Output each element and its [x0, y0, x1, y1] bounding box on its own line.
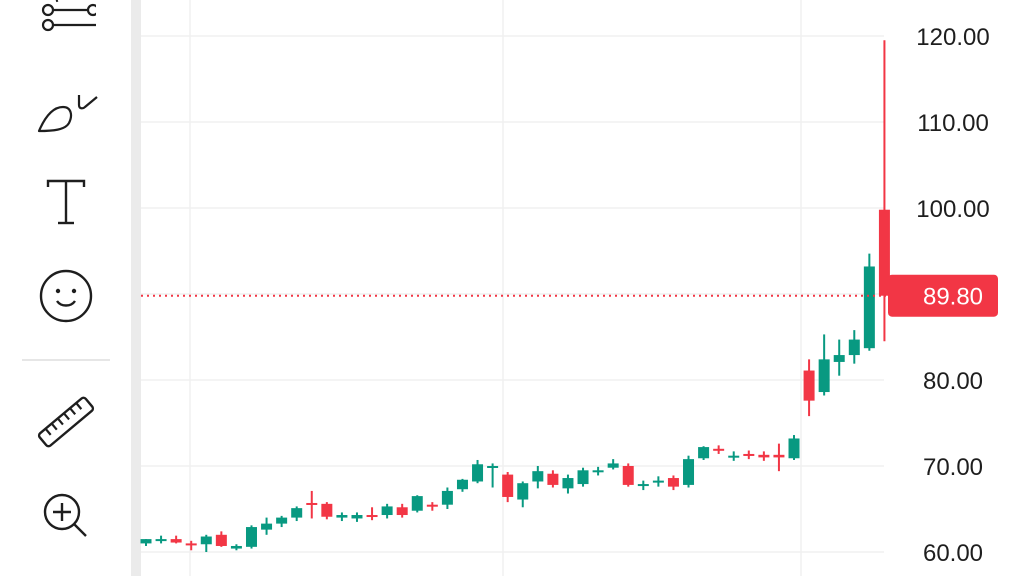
candle — [592, 466, 604, 476]
candle — [185, 540, 197, 551]
candles — [140, 40, 890, 552]
candle — [472, 459, 484, 484]
smiley-icon — [39, 269, 93, 323]
candle — [547, 470, 559, 488]
candle — [487, 463, 499, 488]
text-icon — [46, 179, 86, 225]
toolbar-separator[interactable] — [131, 0, 141, 576]
trend-line-tool-button[interactable] — [30, 0, 102, 48]
candle — [426, 502, 438, 511]
candle — [773, 443, 785, 472]
trend-line-icon — [41, 0, 96, 32]
last-price-tag: 89.80 — [888, 274, 998, 317]
candle — [562, 474, 574, 494]
drawing-toolbar — [0, 0, 131, 576]
candle — [291, 506, 303, 522]
emoji-tool-button[interactable] — [30, 266, 102, 326]
ruler-tool-button[interactable] — [30, 392, 102, 452]
candle — [456, 478, 468, 492]
candle — [803, 359, 815, 417]
zoom-in-icon — [43, 493, 87, 537]
candle — [502, 472, 514, 503]
brush-tool-button[interactable] — [30, 80, 102, 140]
candle — [607, 459, 619, 470]
candle — [366, 507, 378, 521]
price-axis[interactable]: 120.00 110.00 100.00 80.00 70.00 60.00 — [916, 24, 989, 567]
candle — [758, 451, 770, 461]
candle — [170, 535, 182, 544]
candle — [245, 525, 257, 549]
candle — [155, 535, 167, 544]
price-tick-label: 100.00 — [916, 196, 989, 223]
candle — [637, 480, 649, 491]
candle — [728, 451, 740, 461]
candle — [698, 446, 710, 460]
candle — [622, 463, 634, 487]
candle — [306, 490, 318, 519]
candle — [200, 534, 212, 552]
price-tick-label: 80.00 — [923, 368, 983, 395]
price-tick-label: 110.00 — [917, 110, 989, 137]
candle — [878, 40, 890, 342]
candle — [652, 476, 664, 487]
candle — [381, 503, 393, 519]
candle — [517, 481, 529, 508]
last-price-label: 89.80 — [923, 284, 983, 311]
candle — [713, 445, 725, 454]
zoom-in-tool-button[interactable] — [30, 486, 102, 546]
candle — [667, 475, 679, 491]
candle — [833, 339, 845, 376]
candle — [351, 512, 363, 522]
candle — [577, 467, 589, 487]
brush-icon — [37, 95, 98, 133]
candle — [818, 334, 830, 396]
candle — [230, 544, 242, 551]
candle — [411, 495, 423, 513]
candle — [140, 539, 152, 546]
candle — [261, 517, 273, 535]
text-tool-button[interactable] — [30, 172, 102, 232]
price-tick-label: 70.00 — [923, 454, 983, 481]
toolbar-divider — [22, 359, 110, 361]
candle — [321, 502, 333, 520]
candle — [396, 503, 408, 518]
ruler-icon — [37, 396, 95, 448]
candle — [848, 330, 860, 364]
candle — [276, 515, 288, 528]
candle — [683, 455, 695, 488]
candle — [336, 512, 348, 522]
candle — [215, 531, 227, 547]
candle — [863, 253, 875, 351]
candle — [532, 466, 544, 489]
candle — [743, 450, 755, 460]
price-tick-label: 120.00 — [916, 24, 989, 51]
candle — [441, 487, 453, 509]
candle — [788, 435, 800, 460]
price-tick-label: 60.00 — [923, 540, 983, 567]
